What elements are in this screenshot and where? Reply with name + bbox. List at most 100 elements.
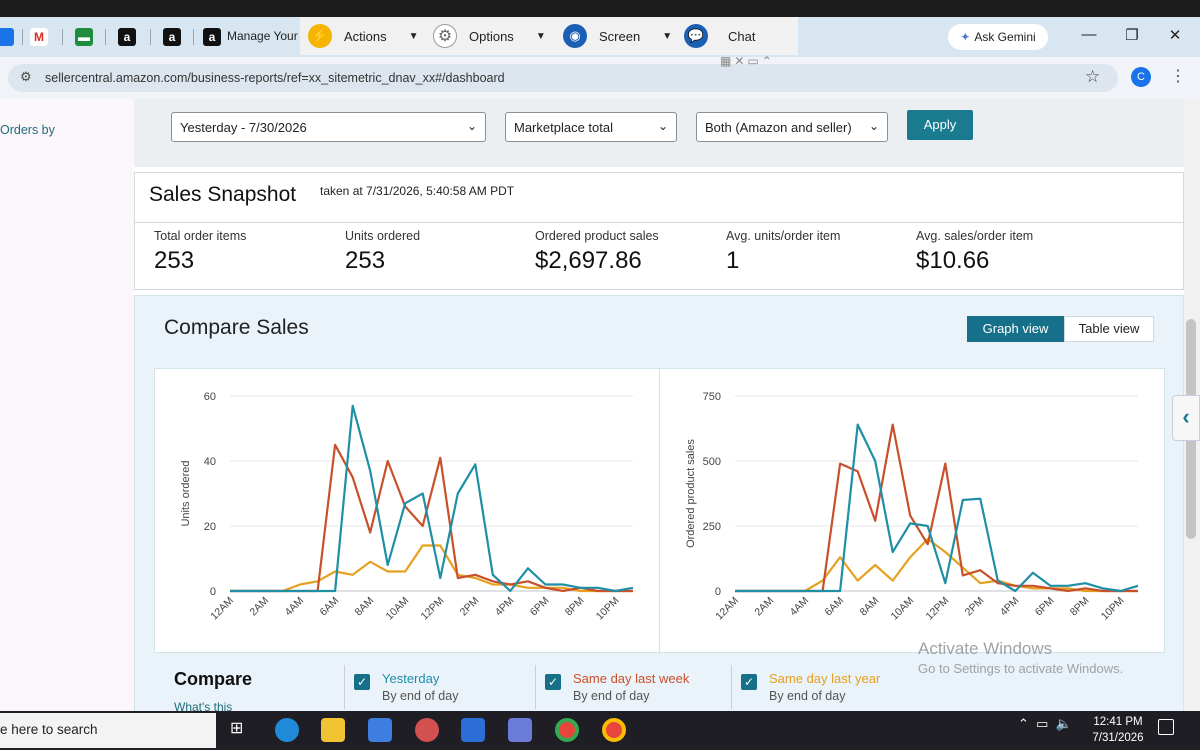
clock-date: 7/31/2026: [1092, 732, 1144, 744]
tab-icon-partial[interactable]: [0, 28, 14, 46]
whats-this-link[interactable]: What's this: [174, 700, 233, 711]
metric-value: 253: [154, 247, 195, 274]
x-tick-label: 6AM: [822, 595, 846, 619]
x-tick-label: 12PM: [923, 595, 951, 623]
task-view-icon[interactable]: ⊞: [230, 720, 244, 737]
screen-menu[interactable]: ◉ Screen ▼: [563, 17, 672, 55]
amazon-icon[interactable]: a: [203, 28, 221, 46]
amazon-icon[interactable]: a: [118, 28, 136, 46]
date-select[interactable]: Yesterday - 7/30/2026 ⌄: [171, 112, 486, 142]
x-tick-label: 10PM: [1099, 595, 1127, 623]
restore-icon[interactable]: ❐: [1125, 27, 1139, 44]
compare-sales-title: Compare Sales: [164, 316, 309, 339]
notification-icon[interactable]: [1158, 719, 1174, 735]
checkbox-checked-icon[interactable]: ✓: [354, 674, 370, 690]
series-line-0[interactable]: [230, 404, 634, 593]
calculator-icon[interactable]: [508, 718, 532, 742]
taskbar-search-box[interactable]: [0, 713, 216, 748]
compare-last-year[interactable]: ✓ Same day last year By end of day: [731, 659, 921, 709]
compare-item-title: Same day last week: [573, 671, 690, 686]
screen-label: Screen: [599, 28, 641, 44]
meet-icon[interactable]: ▬: [75, 28, 93, 46]
y-tick-label: 40: [204, 456, 216, 468]
series-line-2[interactable]: [230, 544, 633, 593]
kebab-menu-icon[interactable]: ⋮: [1170, 68, 1186, 85]
lightning-icon: ⚡: [308, 24, 332, 48]
graph-view-button[interactable]: Graph view: [967, 316, 1064, 342]
chevron-down-icon: ⌄: [657, 119, 668, 133]
taskbar-search-text[interactable]: e here to search: [0, 722, 98, 737]
ordered-product-sales-chart: 0 250 500 750 Ordered product sales 12AM 2AM 4A…: [685, 391, 1139, 623]
date-filter-label: ▔▔▔: [172, 99, 212, 101]
y-tick-label: 0: [715, 586, 721, 598]
x-tick-label: 6AM: [317, 595, 341, 619]
url-text[interactable]: sellercentral.amazon.com/business-report…: [45, 71, 505, 85]
taskbar-clock[interactable]: 12:41 PM 7/31/2026: [1088, 714, 1148, 746]
compare-item-title: Same day last year: [769, 671, 881, 686]
ask-gemini-button[interactable]: ✦ Ask Gemini: [948, 24, 1048, 50]
filter-bar: ▔▔▔ Yesterday - 7/30/2026 ⌄ Marketplace …: [134, 99, 1184, 167]
side-panel-toggle[interactable]: ‹: [1172, 395, 1200, 441]
omnibox[interactable]: [8, 64, 1118, 92]
sales-breakdown-value: Marketplace total: [514, 120, 613, 135]
remote-mini-controls[interactable]: ▦✕▭⌃: [720, 54, 775, 68]
table-view-button[interactable]: Table view: [1064, 316, 1154, 342]
metric-value: 253: [345, 247, 386, 274]
divider: [344, 665, 345, 709]
compare-last-week[interactable]: ✓ Same day last week By end of day: [535, 659, 730, 709]
system-tray-icons[interactable]: ⌃ ▭ 🔈: [1018, 716, 1072, 731]
metric-label: Avg. units/order item: [726, 229, 841, 243]
chat-button[interactable]: 💬 Chat: [684, 17, 755, 55]
sparkle-icon: ✦: [960, 30, 971, 44]
bookmark-star-icon[interactable]: ☆: [1085, 67, 1101, 86]
actions-menu[interactable]: ⚡ Actions ▼: [308, 17, 419, 55]
screen-top-strip: [0, 0, 1200, 17]
compare-yesterday[interactable]: ✓ Yesterday By end of day: [344, 659, 534, 709]
snapshot-title: Sales Snapshot: [149, 183, 297, 206]
close-icon[interactable]: ✕: [1168, 27, 1182, 44]
edge-icon[interactable]: [275, 718, 299, 742]
chrome-icon[interactable]: [555, 718, 579, 742]
metric-ordered-product-sales: Ordered product sales $2,697.86: [535, 229, 659, 275]
tab-manage-label[interactable]: Manage Your I: [227, 29, 305, 43]
y-tick-label: 20: [204, 521, 216, 533]
y-tick-label: 500: [703, 456, 721, 468]
chevron-down-icon: ⌄: [868, 119, 879, 133]
amazon-icon[interactable]: a: [163, 28, 181, 46]
mail-icon[interactable]: [461, 718, 485, 742]
metric-avg-units: Avg. units/order item 1: [726, 229, 840, 275]
options-menu[interactable]: ⚙ Options ▼: [433, 17, 546, 55]
minimize-icon[interactable]: —: [1081, 26, 1097, 43]
apply-button[interactable]: Apply: [907, 110, 973, 140]
series-line-2[interactable]: [735, 537, 1138, 593]
chart-divider: [659, 369, 660, 654]
x-tick-label: 6PM: [528, 595, 552, 619]
series-line-1[interactable]: [735, 423, 1138, 593]
x-tick-label: 4PM: [493, 595, 517, 619]
site-info-icon[interactable]: ⚙: [20, 69, 32, 84]
series-line-0[interactable]: [735, 423, 1139, 593]
store-icon[interactable]: [368, 718, 392, 742]
app-icon[interactable]: [415, 718, 439, 742]
series-line-1[interactable]: [230, 443, 633, 593]
x-tick-label: 8AM: [353, 595, 377, 619]
orders-by-link[interactable]: Orders by: [0, 123, 55, 137]
checkbox-checked-icon[interactable]: ✓: [545, 674, 561, 690]
chat-label: Chat: [728, 28, 756, 44]
fulfillment-select[interactable]: Both (Amazon and seller) ⌄: [696, 112, 888, 142]
ask-gemini-label: Ask Gemini: [974, 30, 1036, 44]
x-tick-label: 12AM: [713, 595, 741, 623]
sales-breakdown-select[interactable]: Marketplace total ⌄: [505, 112, 677, 142]
x-tick-label: 2PM: [963, 595, 987, 619]
chrome-icon[interactable]: [602, 718, 626, 742]
profile-avatar[interactable]: C: [1131, 67, 1151, 87]
file-explorer-icon[interactable]: [321, 718, 345, 742]
metric-units-ordered: Units ordered 253: [345, 229, 420, 275]
tab-separator: [150, 29, 151, 45]
gmail-icon[interactable]: M: [30, 28, 48, 46]
checkbox-checked-icon[interactable]: ✓: [741, 674, 757, 690]
metric-value: 1: [726, 247, 740, 274]
caret-down-icon: ▼: [662, 30, 673, 42]
y-axis-label: Units ordered: [180, 460, 192, 526]
x-tick-label: 4PM: [998, 595, 1022, 619]
